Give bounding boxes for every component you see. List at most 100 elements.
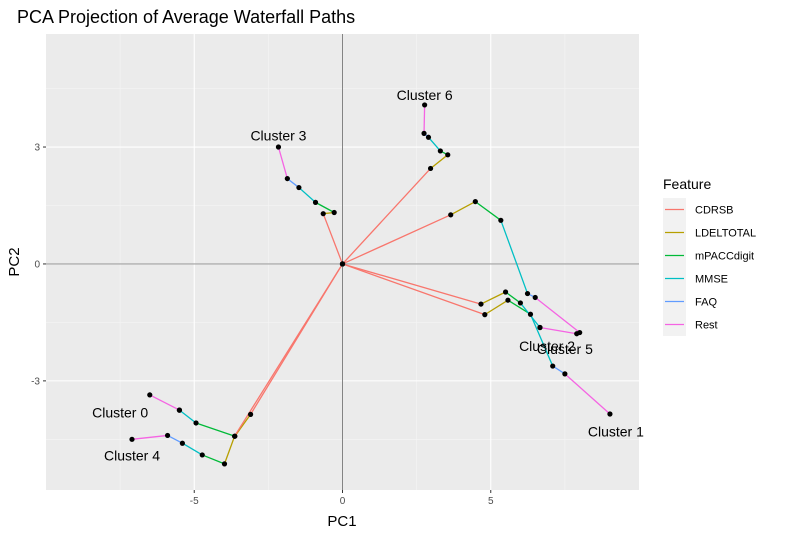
legend-items: CDRSB LDELTOTAL mPACCdigit MMSE FAQ Rest	[663, 198, 756, 336]
legend-title: Feature	[663, 176, 711, 192]
path-segment-cdrsb	[234, 263, 344, 437]
path-segment-ldeltotal	[484, 299, 509, 316]
path-segment-cdrsb	[342, 214, 451, 265]
path-point	[607, 411, 613, 417]
path-point	[562, 371, 568, 377]
path-segment-mmse	[179, 409, 197, 424]
path-point	[448, 212, 454, 218]
path-point	[421, 130, 427, 136]
path-segment-mpaccdigit	[195, 422, 236, 437]
path-segment-ldeltotal	[223, 435, 236, 465]
path-point	[331, 209, 337, 216]
path-point	[221, 461, 228, 467]
path-point	[517, 300, 524, 306]
path-point	[505, 297, 511, 303]
path-point	[445, 152, 451, 158]
cluster-label: Cluster 5	[537, 341, 593, 357]
x-axis-title: PC1	[327, 513, 356, 530]
cluster-label: Cluster 4	[104, 448, 160, 464]
x-tick-label: -5	[190, 496, 199, 507]
path-segment-cdrsb	[342, 168, 432, 265]
cluster-label: Cluster 6	[397, 87, 453, 103]
path-segment-cdrsb	[342, 263, 486, 316]
path-point	[527, 311, 534, 317]
path-segment-mmse	[529, 313, 554, 367]
path-point	[498, 217, 504, 223]
path-segment-rest	[423, 104, 426, 134]
path-point	[437, 148, 443, 154]
legend-label: FAQ	[695, 297, 717, 309]
path-segment-mmse	[298, 187, 316, 203]
path-point	[193, 420, 199, 426]
path-point	[176, 407, 183, 413]
path-segment-cdrsb	[342, 263, 482, 305]
path-segment-rest	[149, 394, 180, 411]
path-segment-rest	[539, 326, 577, 335]
path-segment-rest	[564, 373, 611, 415]
path-segment-mmse	[427, 136, 441, 152]
path-point	[502, 289, 509, 295]
path-segment-rest	[534, 296, 581, 334]
y-tick-label: -3	[31, 376, 40, 387]
path-segment-mmse	[182, 442, 203, 456]
y-tick-label: 3	[34, 143, 40, 154]
path-point	[147, 392, 153, 398]
cluster-label: Cluster 1	[588, 424, 644, 440]
path-point	[296, 184, 302, 191]
path-segment-ldeltotal	[480, 291, 506, 305]
path-point	[312, 199, 319, 205]
path-point	[478, 301, 484, 307]
cluster-label: Cluster 3	[250, 127, 306, 143]
y-axis-ticks: -3 0 3	[31, 143, 46, 387]
path-point	[472, 198, 478, 205]
x-tick-label: 5	[488, 496, 494, 507]
legend-label: Rest	[695, 320, 718, 332]
path-point	[275, 144, 282, 150]
path-segment-mmse	[500, 220, 529, 294]
path-segment-ldeltotal	[450, 201, 476, 216]
path-segment-faq	[167, 434, 183, 444]
legend-label: CDRSB	[695, 205, 734, 217]
path-segment-mpaccdigit	[505, 291, 521, 304]
cluster-labels: Cluster 0 Cluster 1 Cluster 2 Cluster 3 Clus…	[92, 87, 644, 464]
cluster-paths	[131, 104, 611, 465]
x-tick-label: 0	[340, 496, 346, 507]
path-point	[532, 294, 538, 301]
path-segment-ldeltotal	[430, 154, 449, 169]
cluster-label: Cluster 0	[92, 404, 148, 420]
legend-label: mPACCdigit	[695, 251, 754, 263]
path-point	[524, 290, 531, 297]
path-point	[422, 102, 428, 108]
path-point	[320, 211, 326, 217]
legend: Feature CDRSB LDELTOTAL mPACCdigit MMSE FAQ R…	[663, 176, 756, 336]
path-point	[164, 432, 171, 439]
path-point	[427, 165, 434, 172]
path-point	[425, 134, 432, 140]
path-segment-rest	[277, 146, 288, 179]
path-segment-mpaccdigit	[202, 454, 225, 465]
legend-label: LDELTOTAL	[695, 228, 756, 240]
path-point	[179, 440, 185, 446]
path-point	[482, 312, 488, 318]
path-point	[577, 329, 583, 336]
path-segment-mpaccdigit	[315, 201, 335, 214]
chart-title: PCA Projection of Average Waterfall Path…	[17, 7, 355, 27]
x-axis-ticks: -5 0 5	[190, 490, 494, 507]
path-point	[199, 452, 205, 458]
path-point	[247, 411, 254, 417]
path-point	[339, 261, 346, 267]
cluster-points	[129, 102, 613, 467]
cluster-label: Cluster 2	[519, 338, 575, 354]
path-point	[537, 324, 543, 331]
path-segment-rest	[131, 434, 168, 440]
path-point	[284, 175, 290, 182]
y-tick-label: 0	[34, 259, 40, 270]
path-point	[231, 433, 238, 439]
path-segment-mpaccdigit	[474, 201, 502, 221]
path-segment-cdrsb	[322, 213, 344, 265]
y-axis-title: PC2	[6, 247, 23, 276]
path-point	[550, 363, 556, 369]
legend-label: MMSE	[695, 274, 728, 286]
path-point	[129, 436, 135, 442]
